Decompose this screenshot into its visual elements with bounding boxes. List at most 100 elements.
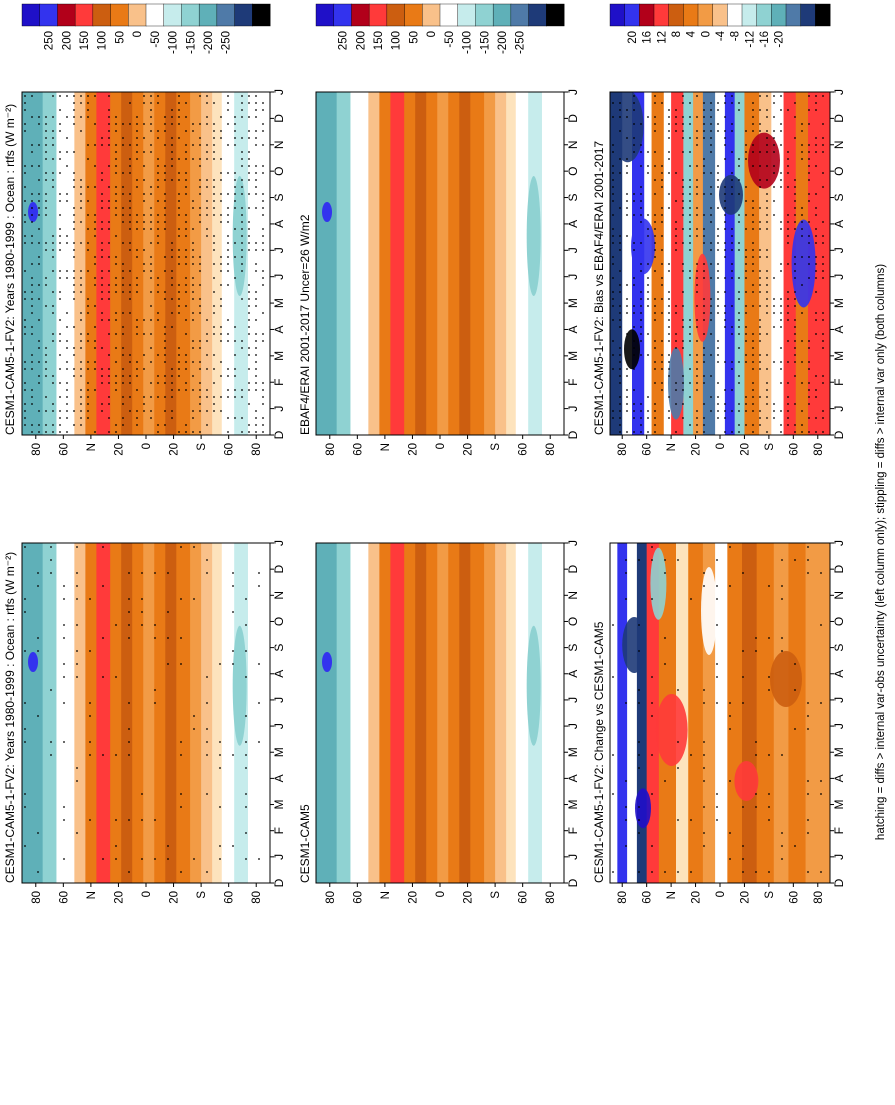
stipple-dot xyxy=(633,102,635,104)
stipple-dot xyxy=(248,130,250,132)
stipple-dot xyxy=(689,333,691,335)
stipple-dot xyxy=(661,354,663,356)
x-tick-label-p11-2: F xyxy=(272,379,286,386)
stipple-dot xyxy=(710,354,712,356)
stipple-dot xyxy=(755,741,757,743)
stipple-dot xyxy=(752,382,754,384)
y-tick-label-p31-8: 80 xyxy=(813,443,825,456)
blob-p12-0 xyxy=(28,652,39,672)
stipple-dot xyxy=(87,396,89,398)
stipple-dot xyxy=(80,284,82,286)
stipple-dot xyxy=(45,200,47,202)
stipple-dot xyxy=(150,319,152,321)
stipple-dot xyxy=(150,263,152,265)
stipple-dot xyxy=(129,361,131,363)
stipple-dot xyxy=(255,165,257,167)
x-tick-label-p31-7: J xyxy=(832,247,846,253)
blob-p31-7 xyxy=(791,219,816,308)
x-tick-label-p31-6: J xyxy=(832,274,846,280)
stipple-dot xyxy=(661,277,663,279)
stipple-dot xyxy=(633,123,635,125)
stipple-dot xyxy=(766,193,768,195)
stipple-dot xyxy=(193,546,195,548)
stipple-dot xyxy=(738,221,740,223)
stipple-dot xyxy=(759,410,761,412)
stipple-dot xyxy=(129,249,131,251)
stipple-dot xyxy=(807,572,809,574)
stipple-dot xyxy=(234,326,236,328)
stipple-dot xyxy=(640,200,642,202)
stipple-dot xyxy=(654,424,656,426)
stipple-dot xyxy=(822,144,824,146)
stipple-dot xyxy=(752,347,754,349)
stipple-dot xyxy=(654,305,656,307)
stipple-dot xyxy=(633,326,635,328)
colorbar-swatch xyxy=(315,3,335,27)
stipple-dot xyxy=(122,123,124,125)
stipple-dot xyxy=(213,354,215,356)
stipple-dot xyxy=(128,611,130,613)
stipple-dot xyxy=(220,305,222,307)
stipple-dot xyxy=(94,123,96,125)
stipple-dot xyxy=(745,354,747,356)
stipple-dot xyxy=(171,144,173,146)
stipple-dot xyxy=(213,396,215,398)
stipple-dot xyxy=(101,249,103,251)
stipple-dot xyxy=(807,832,809,834)
stipple-dot xyxy=(232,663,234,665)
stipple-dot xyxy=(66,235,68,237)
stipple-dot xyxy=(178,179,180,181)
stipple-dot xyxy=(245,676,247,678)
stipple-dot xyxy=(76,572,78,574)
stipple-dot xyxy=(59,200,61,202)
stipple-dot xyxy=(768,819,770,821)
stipple-dot xyxy=(143,263,145,265)
x-tick-label-p31-4: A xyxy=(832,325,846,333)
stipple-dot xyxy=(731,193,733,195)
stipple-dot xyxy=(136,186,138,188)
stipple-dot xyxy=(651,845,653,847)
stipple-dot xyxy=(66,270,68,272)
stipple-dot xyxy=(738,298,740,300)
stipple-dot xyxy=(108,319,110,321)
stipple-dot xyxy=(89,598,91,600)
stipple-dot xyxy=(150,291,152,293)
stipple-dot xyxy=(619,270,621,272)
band-p32-3 xyxy=(636,543,648,883)
stipple-dot xyxy=(248,354,250,356)
stipple-dot xyxy=(717,354,719,356)
stipple-dot xyxy=(661,389,663,391)
stipple-dot xyxy=(245,741,247,743)
stipple-dot xyxy=(87,116,89,118)
stipple-dot xyxy=(45,368,47,370)
colorbar-swatch xyxy=(697,3,714,27)
stipple-dot xyxy=(234,368,236,370)
stipple-dot xyxy=(37,871,39,873)
stipple-dot xyxy=(199,368,201,370)
stipple-dot xyxy=(724,277,726,279)
stipple-dot xyxy=(654,242,656,244)
stipple-dot xyxy=(227,333,229,335)
stipple-dot xyxy=(206,559,208,561)
stipple-dot xyxy=(63,624,65,626)
stipple-dot xyxy=(640,410,642,412)
stipple-dot xyxy=(773,130,775,132)
stipple-dot xyxy=(780,144,782,146)
stipple-dot xyxy=(717,396,719,398)
stipple-dot xyxy=(626,109,628,111)
stipple-dot xyxy=(717,228,719,230)
stipple-dot xyxy=(703,123,705,125)
stipple-dot xyxy=(729,702,731,704)
stipple-dot xyxy=(31,333,33,335)
x-tick-label-p11-8: A xyxy=(272,220,286,228)
stipple-dot xyxy=(780,431,782,433)
stipple-dot xyxy=(640,207,642,209)
stipple-dot xyxy=(136,417,138,419)
stipple-dot xyxy=(612,354,614,356)
stipple-dot xyxy=(781,559,783,561)
stipple-dot xyxy=(745,305,747,307)
stipple-dot xyxy=(73,109,75,111)
stipple-dot xyxy=(136,333,138,335)
